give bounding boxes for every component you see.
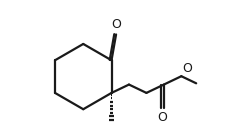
Text: O: O [158, 111, 168, 124]
Text: O: O [111, 18, 121, 31]
Text: O: O [182, 62, 192, 75]
